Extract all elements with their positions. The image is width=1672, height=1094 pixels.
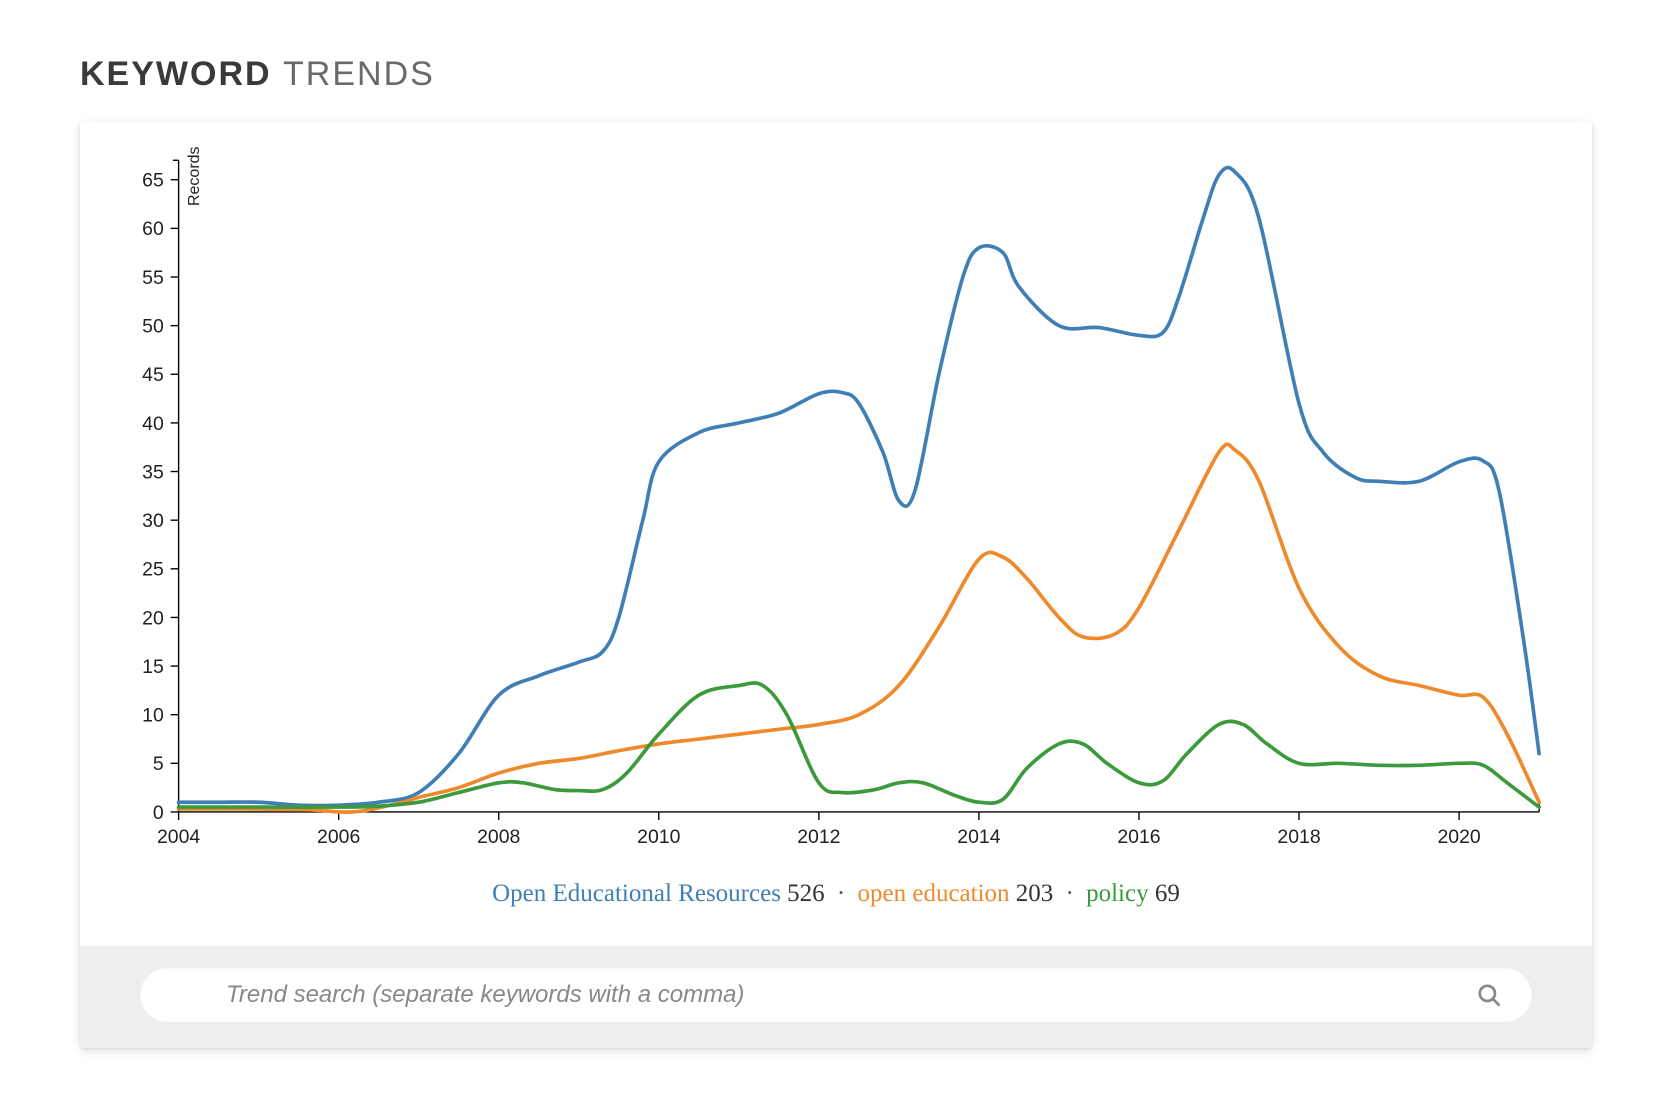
svg-text:40: 40 [142,413,164,435]
svg-text:45: 45 [142,364,164,386]
svg-text:10: 10 [142,705,164,727]
trends-card: 0 5 10 15 20 25 30 35 40 45 50 55 60 65 2004 2006 2008 20… [80,122,1592,1048]
svg-text:30: 30 [142,510,164,532]
legend-item-0[interactable]: Open Educational Resources [492,880,781,907]
svg-text:2012: 2012 [797,826,840,848]
svg-text:2006: 2006 [317,826,360,848]
svg-text:0: 0 [153,802,164,824]
series-line-2 [179,683,1540,807]
svg-text:50: 50 [142,316,164,338]
svg-text:5: 5 [153,753,164,775]
svg-text:2018: 2018 [1277,826,1320,848]
trends-chart: 0 5 10 15 20 25 30 35 40 45 50 55 60 65 2004 2006 2008 20… [110,142,1562,874]
series-line-1 [179,444,1540,812]
svg-text:55: 55 [142,267,164,289]
search-field[interactable] [140,968,1532,1022]
svg-text:2016: 2016 [1117,826,1160,848]
legend-count-0: 526 [787,880,825,907]
svg-text:25: 25 [142,559,164,581]
legend-count-1: 203 [1016,880,1054,907]
legend-count-2: 69 [1155,880,1180,907]
chart-area: 0 5 10 15 20 25 30 35 40 45 50 55 60 65 2004 2006 2008 20… [80,122,1592,946]
title-bold: KEYWORD [80,55,272,93]
svg-text:20: 20 [142,607,164,629]
svg-text:35: 35 [142,461,164,483]
legend-item-1[interactable]: open education [858,880,1010,907]
svg-text:2014: 2014 [957,826,1000,848]
series-line-0 [179,168,1540,806]
svg-text:Records: Records [186,146,203,206]
svg-text:60: 60 [142,218,164,240]
chart-legend: Open Educational Resources 526 · open ed… [110,874,1562,936]
svg-text:65: 65 [142,170,164,192]
legend-separator: · [837,880,845,907]
svg-text:2010: 2010 [637,826,680,848]
search-icon[interactable] [1476,982,1502,1008]
title-light: TRENDS [283,55,435,93]
svg-text:2004: 2004 [157,826,200,848]
search-bar [80,946,1592,1048]
page-title: KEYWORD TRENDS [80,55,1592,94]
svg-text:15: 15 [142,656,164,678]
svg-text:2020: 2020 [1437,826,1480,848]
legend-separator: · [1066,880,1074,907]
legend-item-2[interactable]: policy [1086,880,1149,907]
svg-text:2008: 2008 [477,826,520,848]
search-input[interactable] [166,980,1506,1010]
